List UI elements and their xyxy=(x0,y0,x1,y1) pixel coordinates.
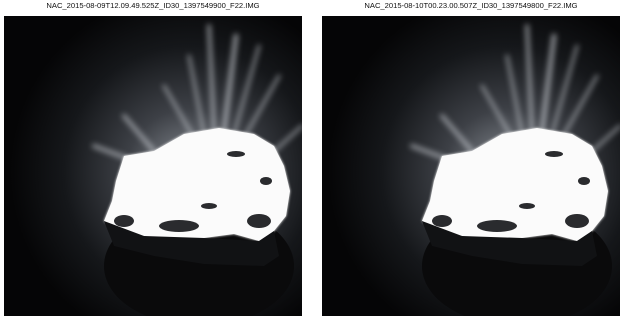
page: NAC_2015-08-09T12.09.49.525Z_ID30_139754… xyxy=(0,0,621,318)
comet-image xyxy=(322,16,620,318)
figure: NAC_2015-08-09T12.09.49.525Z_ID30_139754… xyxy=(0,0,621,318)
comet-photo xyxy=(322,16,620,318)
panel-title: NAC_2015-08-10T00.23.00.507Z_ID30_139754… xyxy=(364,1,577,10)
comet-image xyxy=(4,16,302,318)
comet-photo xyxy=(4,16,302,318)
panel-title: NAC_2015-08-09T12.09.49.525Z_ID30_139754… xyxy=(46,1,259,10)
